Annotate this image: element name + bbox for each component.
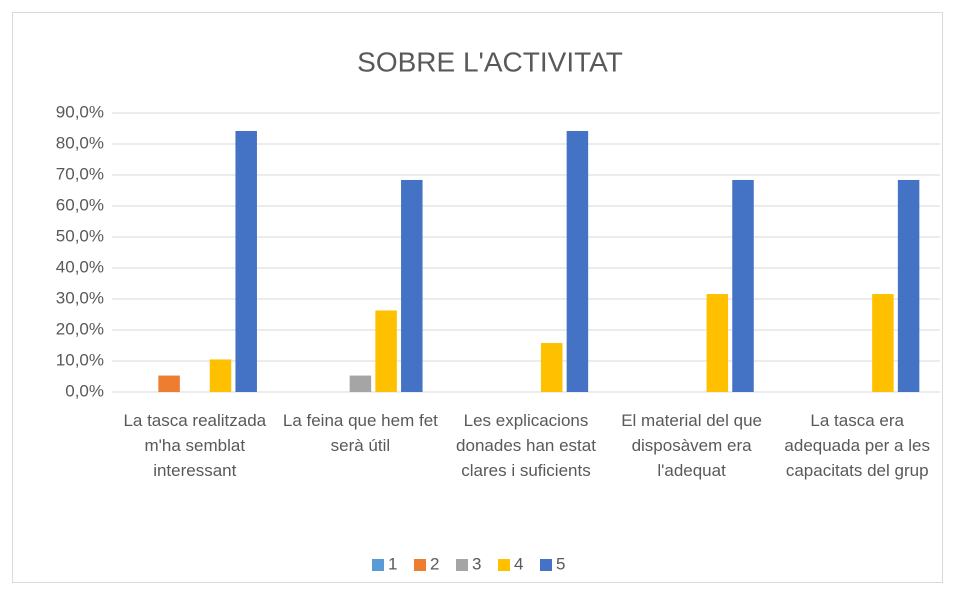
bar [732, 179, 754, 392]
legend-swatch [372, 559, 384, 571]
y-tick-label: 50,0% [56, 226, 104, 245]
x-tick-label: La tasca era adequada per a les capacita… [784, 411, 930, 480]
bar [209, 359, 232, 392]
bar [349, 375, 372, 392]
x-tick-label: La feina que hem fet serà útil [282, 411, 438, 455]
bar [401, 179, 423, 392]
y-tick-label: 0,0% [65, 381, 104, 400]
bar [872, 294, 894, 392]
y-tick-label: 20,0% [56, 319, 104, 338]
legend-label: 3 [472, 554, 481, 573]
chart-title: SOBRE L'ACTIVITAT [357, 46, 623, 77]
y-tick-label: 10,0% [56, 350, 104, 369]
bar [897, 179, 920, 392]
bar [235, 130, 257, 393]
bar [706, 294, 729, 392]
y-tick-label: 70,0% [56, 164, 104, 183]
legend-swatch [414, 559, 426, 571]
y-tick-label: 40,0% [56, 257, 104, 276]
bar [566, 130, 589, 393]
x-tick-label: Les explicacions donades han estat clare… [456, 411, 596, 480]
bar [158, 375, 180, 392]
legend-swatch [498, 559, 510, 571]
chart-border [12, 12, 943, 583]
y-tick-label: 90,0% [56, 102, 104, 121]
bar [540, 343, 563, 392]
x-tick-label: La tasca realitzada m'ha semblat interes… [123, 411, 267, 480]
legend-swatch [540, 559, 552, 571]
bar [375, 310, 397, 392]
legend-label: 1 [388, 554, 397, 573]
legend-label: 4 [514, 554, 523, 573]
y-tick-label: 80,0% [56, 133, 104, 152]
legend-swatch [456, 559, 468, 571]
y-tick-label: 30,0% [56, 288, 104, 307]
legend-label: 5 [556, 554, 565, 573]
legend-label: 2 [430, 554, 439, 573]
x-tick-label: El material del que disposàvem era l'ade… [621, 411, 762, 480]
y-tick-label: 60,0% [56, 195, 104, 214]
